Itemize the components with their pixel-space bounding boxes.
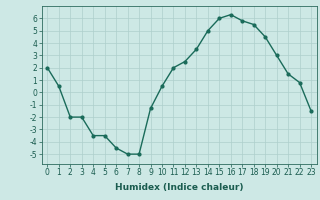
X-axis label: Humidex (Indice chaleur): Humidex (Indice chaleur)	[115, 183, 244, 192]
